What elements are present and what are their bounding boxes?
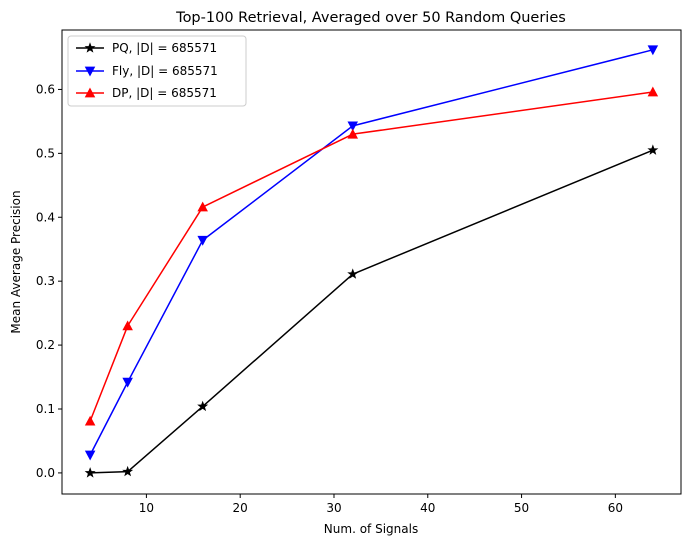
data-point-pq xyxy=(647,144,659,155)
legend-box xyxy=(67,35,247,107)
y-tick-label: 0.0 xyxy=(36,466,55,480)
x-tick-label: 30 xyxy=(326,501,341,515)
legend-label-dp: DP, |D| = 685571 xyxy=(112,86,217,100)
y-tick-label: 0.4 xyxy=(36,210,55,224)
legend-entry-dp: DP, |D| = 685571 xyxy=(76,86,217,100)
legend-label-fly: Fly, |D| = 685571 xyxy=(112,64,218,78)
y-axis-label: Mean Average Precision xyxy=(9,190,23,333)
data-point-fly xyxy=(122,377,133,388)
legend-label-pq: PQ, |D| = 685571 xyxy=(112,41,217,55)
data-point-fly xyxy=(347,121,359,132)
legend-marker-fly xyxy=(84,66,96,77)
legend-entry-fly: Fly, |D| = 685571 xyxy=(76,64,218,78)
chart-title: Top-100 Retrieval, Averaged over 50 Rand… xyxy=(175,10,566,26)
data-point-fly xyxy=(197,235,208,246)
y-tick-label: 0.6 xyxy=(36,82,55,96)
y-axis: 0.0 0.1 0.2 0.3 0.4 0.5 0.6 xyxy=(36,82,62,480)
data-point-dp xyxy=(347,128,359,139)
y-tick-label: 0.3 xyxy=(36,274,55,288)
legend-marker-shape-dp xyxy=(84,87,96,98)
plot-area xyxy=(62,30,681,494)
y-tick-label: 0.2 xyxy=(36,338,55,352)
data-point-dp xyxy=(122,320,133,331)
data-point-pq xyxy=(197,400,209,412)
data-point-pq xyxy=(122,465,134,477)
x-tick-label: 50 xyxy=(514,501,529,515)
legend-marker-shape-fly xyxy=(84,66,96,77)
data-point-dp xyxy=(197,201,208,212)
data-point-dp xyxy=(647,86,659,97)
x-axis: 10 20 30 40 50 60 xyxy=(139,494,623,515)
legend-entry-pq: PQ, |D| = 685571 xyxy=(76,41,217,55)
legend-marker-dp xyxy=(84,87,96,98)
legend-marker-pq xyxy=(84,42,96,53)
series-layer xyxy=(84,45,659,478)
x-tick-label: 20 xyxy=(233,501,248,515)
y-tick-label: 0.1 xyxy=(36,402,55,416)
legend: PQ, |D| = 685571 Fly, |D| = 685571 DP, |… xyxy=(67,35,247,107)
data-point-pq xyxy=(347,268,359,279)
x-axis-label: Num. of Signals xyxy=(324,522,418,536)
data-point-pq xyxy=(84,467,96,478)
data-point-fly xyxy=(84,450,96,461)
data-point-dp xyxy=(84,415,96,426)
data-point-fly xyxy=(647,45,659,56)
legend-marker-shape-pq xyxy=(84,42,96,53)
x-tick-label: 60 xyxy=(608,501,623,515)
x-tick-label: 10 xyxy=(139,501,154,515)
y-tick-label: 0.5 xyxy=(36,146,55,160)
x-tick-label: 40 xyxy=(420,501,435,515)
plot-frame xyxy=(61,29,682,495)
